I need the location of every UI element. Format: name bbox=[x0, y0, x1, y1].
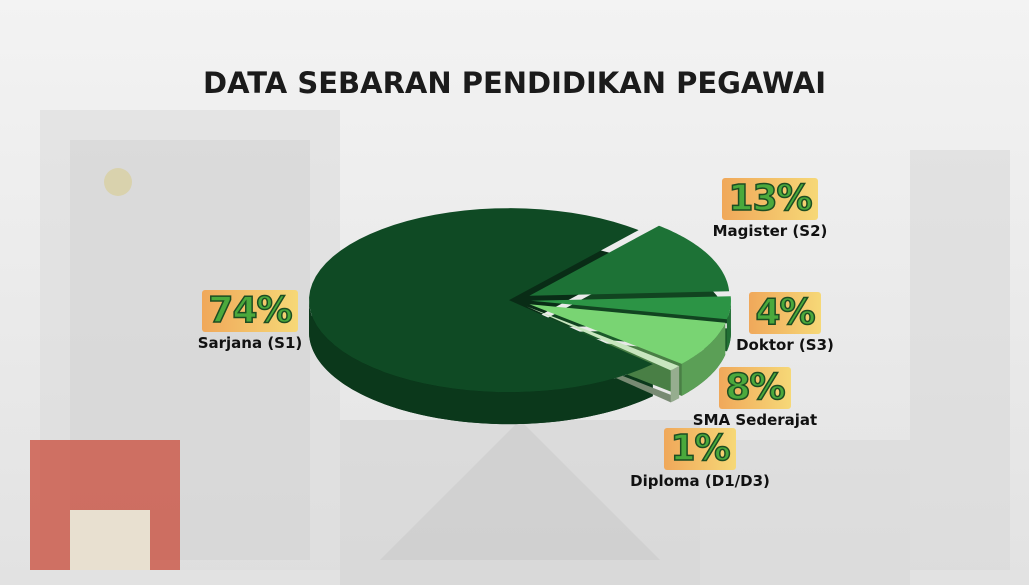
slice-label: 8% SMA Sederajat bbox=[692, 366, 818, 429]
chart-title: DATA SEBARAN PENDIDIKAN PEGAWAI bbox=[203, 66, 826, 100]
slice-wall bbox=[726, 300, 731, 352]
category-label: Diploma (D1/D3) bbox=[630, 472, 770, 490]
category-label: Magister (S2) bbox=[712, 222, 828, 240]
percent-label: 74% bbox=[202, 289, 298, 332]
slice bbox=[529, 304, 726, 364]
slice-label: 1% Diploma (D1/D3) bbox=[630, 427, 770, 490]
slice bbox=[526, 306, 680, 371]
slice-label: 74% Sarjana (S1) bbox=[190, 289, 310, 352]
slice-wall bbox=[670, 366, 680, 403]
slice bbox=[309, 208, 653, 393]
category-label: SMA Sederajat bbox=[692, 411, 818, 429]
slice-wall bbox=[309, 300, 653, 425]
percent-label: 4% bbox=[749, 291, 821, 334]
category-label: Sarjana (S1) bbox=[197, 334, 303, 352]
percent-label: 8% bbox=[719, 366, 791, 409]
slice-label: 13% Magister (S2) bbox=[710, 177, 830, 240]
percent-label: 1% bbox=[664, 427, 736, 470]
slice bbox=[530, 296, 731, 320]
slice-wall bbox=[681, 322, 726, 396]
category-label: Doktor (S3) bbox=[736, 336, 834, 354]
percent-label: 13% bbox=[722, 177, 818, 220]
slice bbox=[529, 225, 730, 296]
slice-label: 4% Doktor (S3) bbox=[725, 291, 845, 354]
